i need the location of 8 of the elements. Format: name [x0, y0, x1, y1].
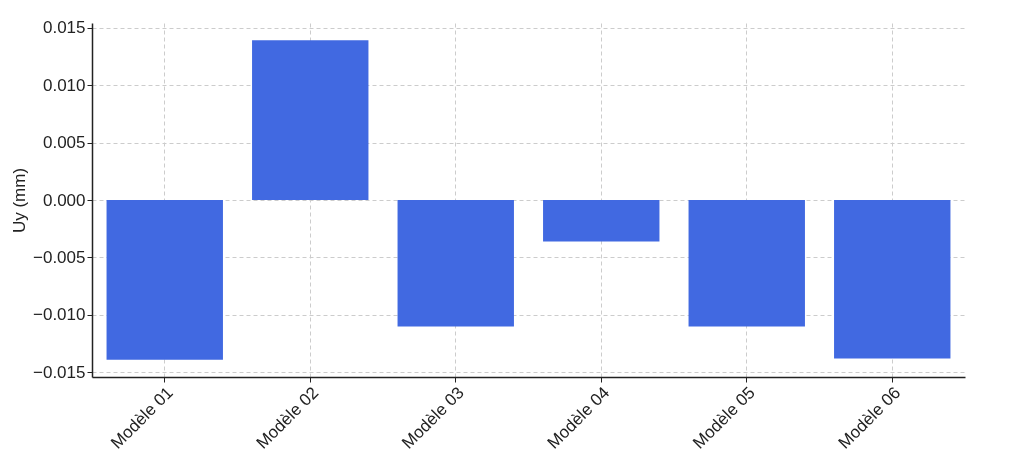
y-tick-label: 0.010	[42, 75, 86, 95]
y-tick-label: −0.010	[33, 305, 86, 325]
y-tick-label: 0.015	[42, 18, 86, 38]
y-tick-label: −0.015	[33, 362, 86, 382]
y-tick-label: 0.000	[42, 190, 86, 210]
y-tick-label: 0.005	[42, 133, 86, 153]
y-tick-label: −0.005	[33, 247, 86, 267]
y-axis-title: Uy (mm)	[10, 167, 30, 234]
